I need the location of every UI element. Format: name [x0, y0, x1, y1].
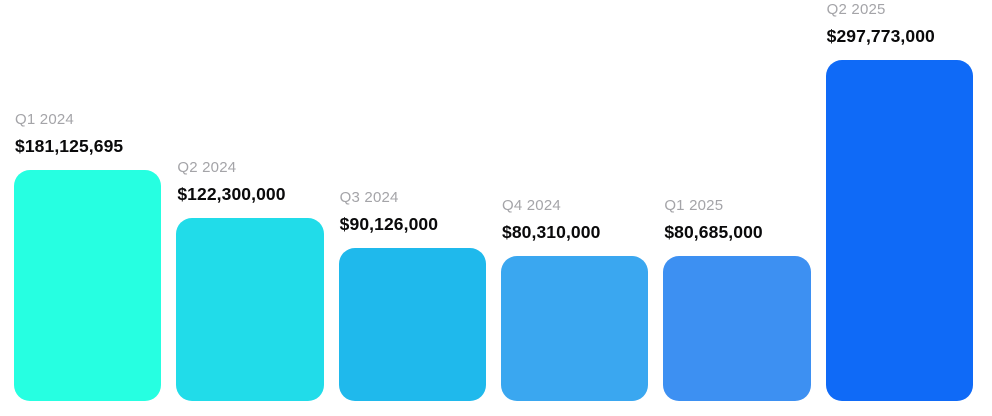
bar-group-q2-2025: Q2 2025 $297,773,000 — [825, 0, 973, 401]
period-label: Q1 2024 — [15, 111, 74, 128]
bar-group-q1-2024: Q1 2024 $181,125,695 — [14, 110, 162, 401]
bar-q3-2024 — [338, 248, 486, 401]
period-label: Q4 2024 — [501, 197, 561, 214]
bar-group-q1-2025: Q1 2025 $80,685,000 — [663, 196, 811, 401]
bar-q4-2024 — [500, 256, 649, 401]
bar-q2-2025 — [825, 60, 973, 401]
value-label: $80,685,000 — [664, 222, 763, 242]
value-label: $122,300,000 — [177, 184, 286, 204]
value-label: $90,126,000 — [339, 214, 439, 234]
period-label: Q2 2025 — [826, 1, 886, 18]
period-label: Q3 2024 — [339, 189, 399, 206]
period-label: Q1 2025 — [664, 197, 724, 214]
bar-group-q4-2024: Q4 2024 $80,310,000 — [500, 196, 649, 401]
bar-group-q2-2024: Q2 2024 $122,300,000 — [176, 158, 324, 401]
chart-plot-area: Q1 2024 $181,125,695 Q2 2024 $122,300,00… — [14, 0, 973, 401]
value-label: $80,310,000 — [501, 222, 601, 242]
value-label: $297,773,000 — [826, 26, 935, 46]
period-label: Q2 2024 — [177, 159, 237, 176]
bar-q2-2024 — [176, 218, 324, 401]
value-label: $181,125,695 — [15, 136, 124, 156]
bar-q1-2025 — [663, 256, 811, 401]
bar-group-q3-2024: Q3 2024 $90,126,000 — [338, 188, 486, 401]
bar-q1-2024 — [14, 170, 162, 401]
